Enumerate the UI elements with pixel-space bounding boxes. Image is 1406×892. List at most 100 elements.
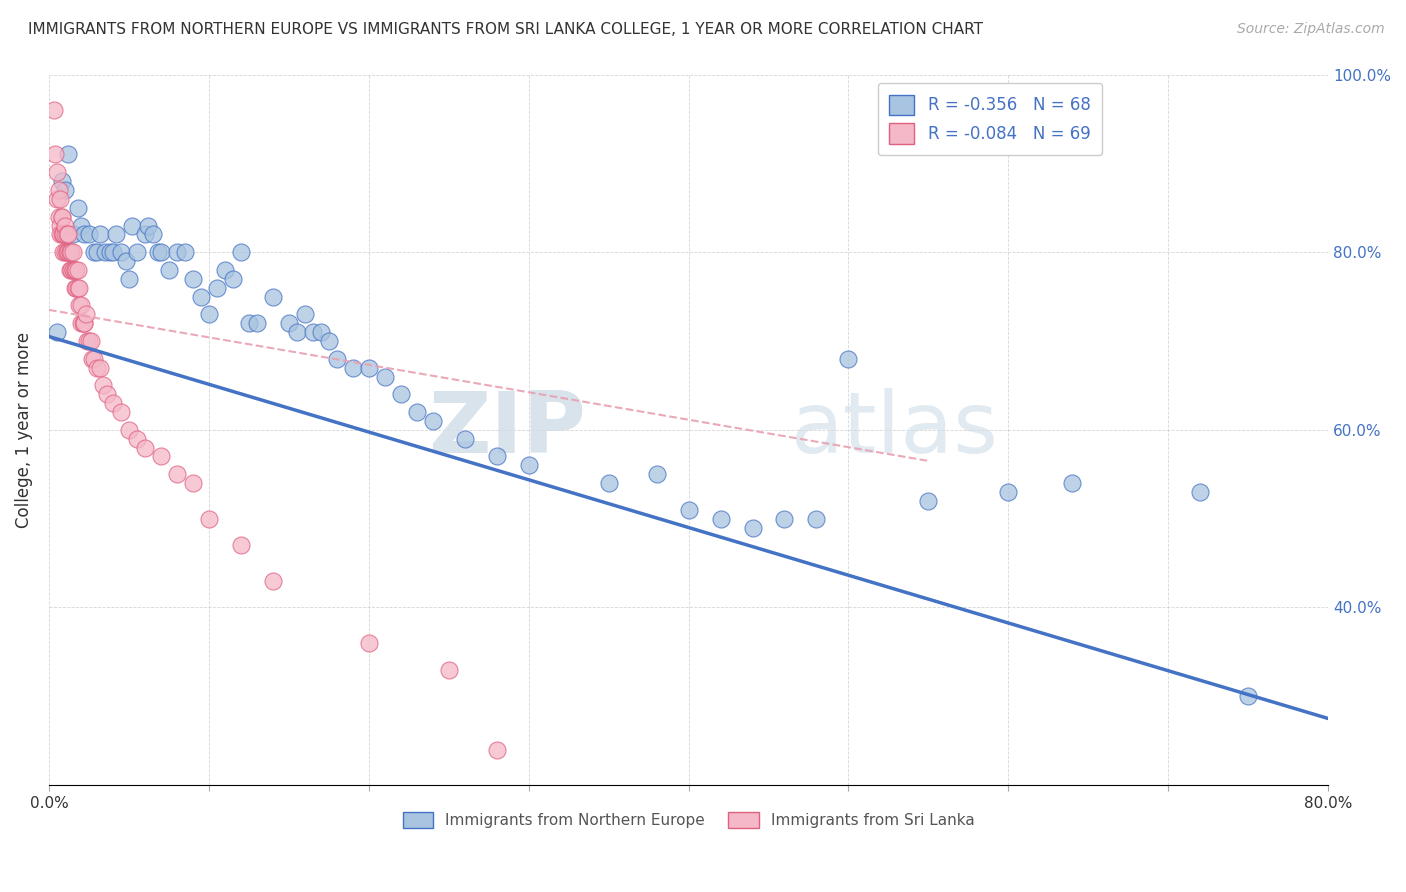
Point — [806, 511, 828, 525]
Legend: Immigrants from Northern Europe, Immigrants from Sri Lanka: Immigrants from Northern Europe, Immigra… — [396, 806, 980, 834]
Point — [149, 450, 172, 464]
Point — [59, 245, 82, 260]
Point — [51, 210, 73, 224]
Y-axis label: College, 1 year or more: College, 1 year or more — [15, 332, 32, 528]
Point — [79, 334, 101, 348]
Point — [51, 210, 73, 224]
Point — [98, 245, 121, 260]
Point — [166, 245, 188, 260]
Point — [214, 263, 236, 277]
Point — [66, 281, 89, 295]
Point — [773, 511, 796, 525]
Point — [485, 742, 508, 756]
Point — [101, 396, 124, 410]
Point — [301, 325, 323, 339]
Point — [437, 663, 460, 677]
Point — [51, 227, 73, 242]
Point — [485, 450, 508, 464]
Point — [709, 511, 731, 525]
Point — [1237, 690, 1260, 704]
Point — [357, 360, 380, 375]
Point — [67, 298, 90, 312]
Point — [134, 441, 156, 455]
Point — [73, 316, 96, 330]
Point — [142, 227, 165, 242]
Point — [125, 432, 148, 446]
Text: ZIP: ZIP — [429, 388, 586, 471]
Point — [56, 245, 79, 260]
Point — [198, 307, 221, 321]
Point — [190, 289, 212, 303]
Point — [63, 263, 86, 277]
Point — [157, 263, 180, 277]
Point — [62, 227, 84, 242]
Point — [246, 316, 269, 330]
Point — [53, 183, 76, 197]
Point — [181, 272, 204, 286]
Point — [118, 272, 141, 286]
Point — [83, 351, 105, 366]
Point — [277, 316, 299, 330]
Point — [86, 360, 108, 375]
Point — [77, 334, 100, 348]
Point — [49, 192, 72, 206]
Point — [75, 307, 97, 321]
Point — [72, 316, 94, 330]
Point — [46, 165, 69, 179]
Point — [598, 476, 620, 491]
Point — [52, 245, 75, 260]
Point — [76, 334, 98, 348]
Point — [70, 316, 93, 330]
Point — [110, 245, 132, 260]
Point — [118, 423, 141, 437]
Text: atlas: atlas — [792, 388, 998, 471]
Point — [49, 219, 72, 233]
Point — [89, 227, 111, 242]
Point — [62, 245, 84, 260]
Point — [173, 245, 195, 260]
Point — [56, 227, 79, 242]
Point — [318, 334, 340, 348]
Point — [52, 227, 75, 242]
Point — [181, 476, 204, 491]
Point — [63, 281, 86, 295]
Point — [229, 538, 252, 552]
Point — [198, 511, 221, 525]
Point — [114, 254, 136, 268]
Point — [96, 387, 118, 401]
Point — [997, 485, 1019, 500]
Point — [741, 520, 763, 534]
Point — [65, 263, 87, 277]
Point — [59, 263, 82, 277]
Point — [83, 245, 105, 260]
Point — [262, 574, 284, 588]
Point — [454, 432, 477, 446]
Point — [326, 351, 349, 366]
Point — [678, 502, 700, 516]
Point — [405, 405, 427, 419]
Point — [134, 227, 156, 242]
Point — [86, 245, 108, 260]
Point — [55, 227, 77, 242]
Point — [67, 281, 90, 295]
Point — [46, 192, 69, 206]
Point — [645, 467, 668, 482]
Text: Source: ZipAtlas.com: Source: ZipAtlas.com — [1237, 22, 1385, 37]
Point — [89, 360, 111, 375]
Point — [66, 263, 89, 277]
Point — [837, 351, 859, 366]
Point — [56, 147, 79, 161]
Point — [44, 147, 66, 161]
Point — [60, 263, 83, 277]
Point — [222, 272, 245, 286]
Point — [70, 298, 93, 312]
Point — [65, 281, 87, 295]
Point — [77, 227, 100, 242]
Point — [238, 316, 260, 330]
Point — [1062, 476, 1084, 491]
Point — [917, 494, 939, 508]
Point — [49, 227, 72, 242]
Point — [48, 210, 70, 224]
Point — [73, 227, 96, 242]
Point — [70, 219, 93, 233]
